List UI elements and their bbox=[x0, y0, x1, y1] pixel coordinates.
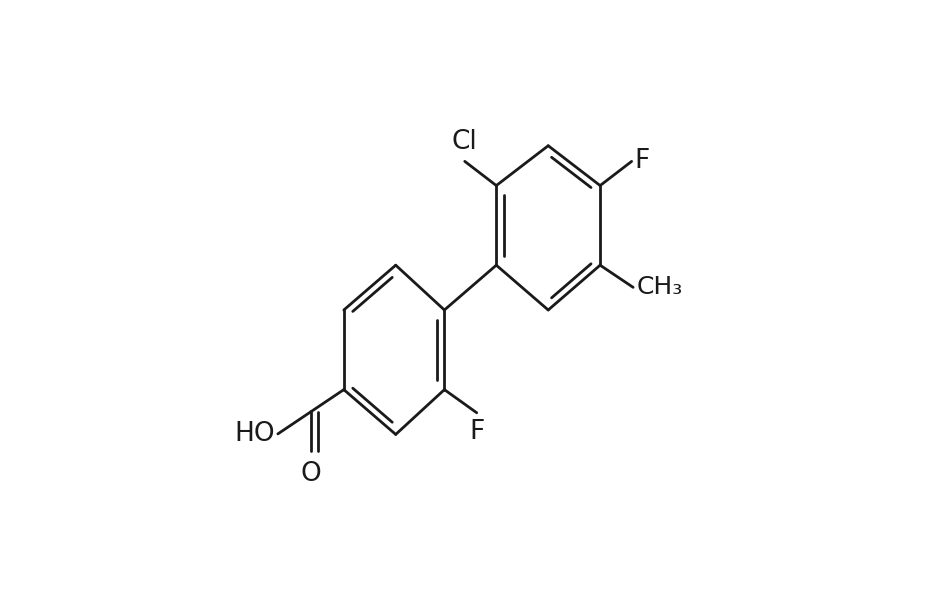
Text: O: O bbox=[300, 460, 321, 487]
Text: HO: HO bbox=[235, 421, 275, 447]
Text: CH₃: CH₃ bbox=[636, 275, 682, 300]
Text: F: F bbox=[469, 419, 484, 445]
Text: Cl: Cl bbox=[452, 130, 478, 155]
Text: F: F bbox=[635, 149, 650, 174]
